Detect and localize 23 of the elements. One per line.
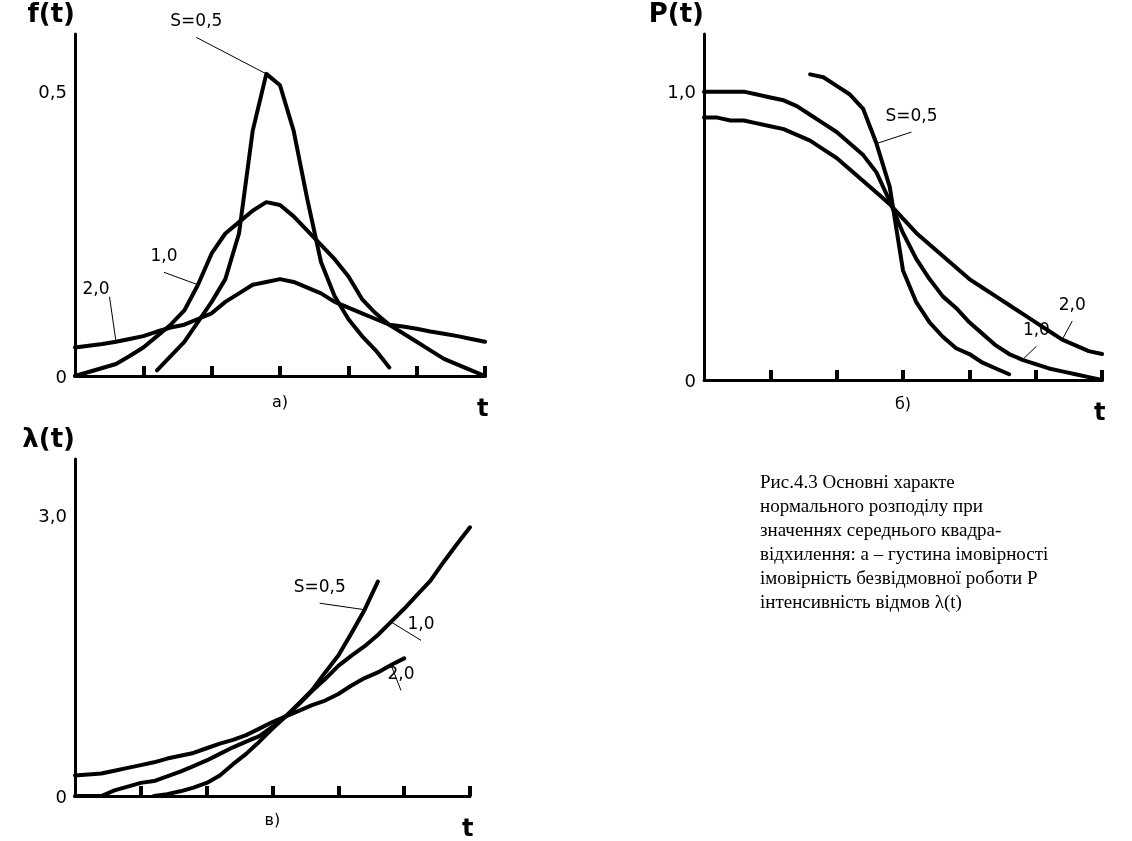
y-axis-title: λ(t) <box>22 423 75 453</box>
y-tick-label: 0 <box>55 785 67 807</box>
series-label: 2,0 <box>387 663 415 684</box>
series-label: S=0,5 <box>293 576 346 597</box>
y-axis-title: f(t) <box>27 0 75 28</box>
series-label: 1,0 <box>150 245 178 266</box>
text: 2,0 <box>82 278 110 299</box>
y-tick-label: 3,0 <box>38 504 67 526</box>
text: в) <box>264 810 281 829</box>
y-tick-label: 0,5 <box>38 80 67 102</box>
series-label: 1,0 <box>407 613 435 634</box>
text: а) <box>272 392 289 411</box>
y-axis-title: P(t) <box>648 0 704 28</box>
y-tick-label: 0 <box>55 365 67 387</box>
y-tick-label: 0 <box>684 369 696 391</box>
series-label: 2,0 <box>1058 294 1086 315</box>
text: S=0,5 <box>170 10 223 31</box>
text: Рис.4.3 Основні характе нормального розподілу при значеннях середнього квадра- відхилення: а – густина імовірності імовірність безвідмовної роботи P інтенсивність відмов λ(t) <box>760 470 1050 614</box>
series-label: S=0,5 <box>885 105 938 126</box>
x-axis-title: t <box>1094 398 1106 426</box>
x-axis-title: t <box>462 814 474 841</box>
x-axis-title: t <box>477 394 489 422</box>
text: б) <box>895 394 912 413</box>
